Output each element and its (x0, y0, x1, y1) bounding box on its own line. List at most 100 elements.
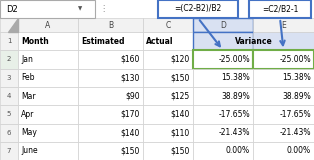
Text: 5: 5 (7, 111, 11, 117)
Bar (193, 32, 253, 50)
Text: $160: $160 (121, 55, 140, 64)
Bar (78, 87, 143, 105)
Text: 6: 6 (7, 130, 11, 136)
Text: 0.00%: 0.00% (226, 146, 250, 156)
Text: -25.00%: -25.00% (218, 55, 250, 64)
Bar (18, 50, 78, 69)
Bar (143, 18, 193, 32)
Text: $170: $170 (121, 110, 140, 119)
Bar (143, 32, 193, 50)
Text: 15.38%: 15.38% (282, 73, 311, 82)
Bar (78, 124, 143, 142)
Text: 2: 2 (7, 56, 11, 62)
Bar (0, 50, 18, 69)
Text: $140: $140 (121, 128, 140, 137)
Bar (18, 69, 78, 87)
Bar (193, 18, 253, 32)
Text: $140: $140 (171, 110, 190, 119)
Bar (0, 32, 18, 50)
Bar (193, 142, 253, 160)
Text: 38.89%: 38.89% (221, 92, 250, 100)
Bar (0, 142, 18, 160)
Bar (193, 50, 253, 69)
Bar (193, 105, 253, 124)
Bar (253, 32, 314, 50)
Text: A: A (46, 20, 51, 29)
Bar (253, 124, 314, 142)
Bar (249, 0, 311, 18)
Bar (0, 124, 18, 142)
Bar (253, 87, 314, 105)
Bar (193, 124, 253, 142)
Bar (253, 69, 314, 87)
Bar (143, 69, 193, 87)
Text: $125: $125 (171, 92, 190, 100)
Text: -25.00%: -25.00% (279, 55, 311, 64)
Text: May: May (21, 128, 37, 137)
Bar (0, 69, 18, 87)
Bar (0, 18, 18, 32)
Text: -17.65%: -17.65% (279, 110, 311, 119)
Text: $120: $120 (171, 55, 190, 64)
Text: $110: $110 (171, 128, 190, 137)
Text: E: E (281, 20, 286, 29)
Text: Apr: Apr (21, 110, 34, 119)
Bar (78, 50, 143, 69)
Text: $90: $90 (125, 92, 140, 100)
Bar (78, 69, 143, 87)
Text: Jan: Jan (21, 55, 33, 64)
Text: Actual: Actual (146, 37, 174, 46)
Text: Month: Month (21, 37, 49, 46)
Bar (18, 18, 78, 32)
Bar (78, 32, 143, 50)
Text: C: C (165, 20, 171, 29)
Text: 4: 4 (7, 93, 11, 99)
Text: Mar: Mar (21, 92, 35, 100)
Text: -21.43%: -21.43% (279, 128, 311, 137)
Text: $150: $150 (171, 73, 190, 82)
Text: Estimated: Estimated (81, 37, 124, 46)
Text: $130: $130 (121, 73, 140, 82)
Text: 7: 7 (7, 148, 11, 154)
Text: D: D (220, 20, 226, 29)
Text: $150: $150 (121, 146, 140, 156)
Text: D2: D2 (6, 4, 18, 13)
Text: 1: 1 (7, 38, 11, 44)
Bar (0, 105, 18, 124)
Bar (143, 50, 193, 69)
Bar (18, 124, 78, 142)
Bar (18, 32, 78, 50)
Bar (253, 105, 314, 124)
Bar (158, 0, 238, 18)
Bar (253, 18, 314, 32)
Bar (18, 105, 78, 124)
Bar (143, 105, 193, 124)
Bar (143, 124, 193, 142)
Text: ▼: ▼ (78, 7, 82, 12)
Bar (78, 142, 143, 160)
Bar (143, 87, 193, 105)
Text: -21.43%: -21.43% (219, 128, 250, 137)
Text: 0.00%: 0.00% (287, 146, 311, 156)
Bar (253, 50, 314, 69)
Bar (193, 69, 253, 87)
Bar (18, 142, 78, 160)
Bar (18, 87, 78, 105)
Text: =C2/B2-1: =C2/B2-1 (262, 4, 298, 13)
Bar (0, 87, 18, 105)
Bar (253, 142, 314, 160)
Text: June: June (21, 146, 38, 156)
Text: $150: $150 (171, 146, 190, 156)
Text: B: B (108, 20, 113, 29)
Polygon shape (8, 18, 18, 32)
Bar (78, 18, 143, 32)
Bar (78, 105, 143, 124)
Text: -17.65%: -17.65% (218, 110, 250, 119)
Bar (143, 142, 193, 160)
Text: 3: 3 (7, 75, 11, 81)
Text: 38.89%: 38.89% (282, 92, 311, 100)
Text: =(C2-B2)/B2: =(C2-B2)/B2 (174, 4, 222, 13)
Text: ⋮: ⋮ (99, 4, 107, 13)
Bar (0, 0, 95, 18)
Text: Feb: Feb (21, 73, 35, 82)
